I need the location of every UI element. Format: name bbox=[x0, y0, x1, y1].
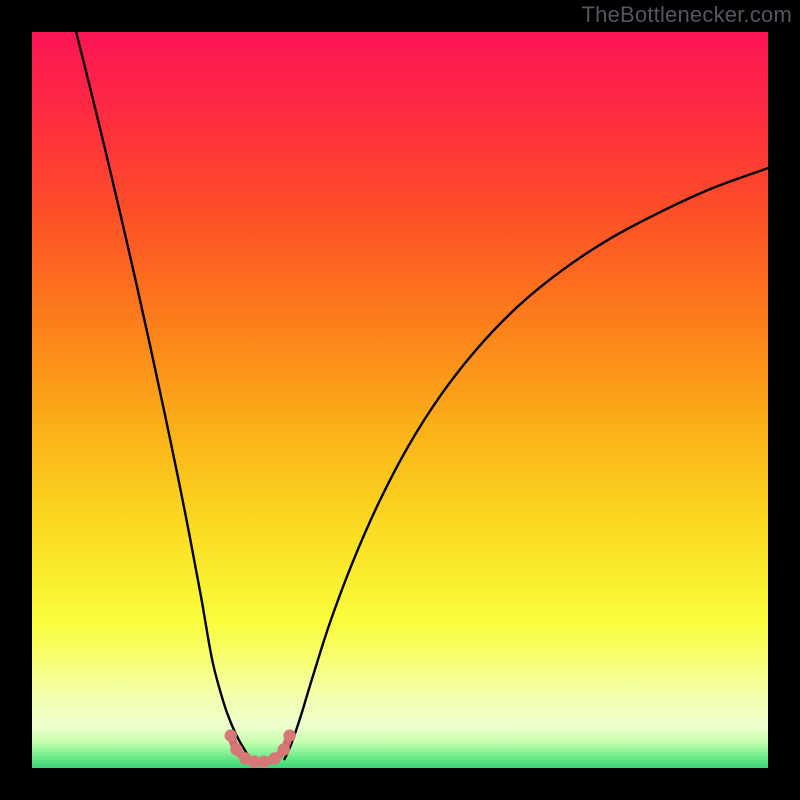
chart-background bbox=[32, 32, 768, 768]
bottom-segment-marker bbox=[269, 752, 281, 764]
plot-area bbox=[32, 32, 768, 768]
bottom-segment-marker bbox=[230, 743, 242, 755]
bottom-segment-marker bbox=[258, 756, 270, 768]
chart-svg bbox=[32, 32, 768, 768]
figure-root: TheBottlenecker.com bbox=[0, 0, 800, 800]
watermark-text: TheBottlenecker.com bbox=[582, 2, 792, 28]
bottom-segment-marker bbox=[278, 743, 290, 755]
bottom-segment-marker bbox=[225, 729, 237, 741]
bottom-segment-marker bbox=[283, 729, 295, 741]
